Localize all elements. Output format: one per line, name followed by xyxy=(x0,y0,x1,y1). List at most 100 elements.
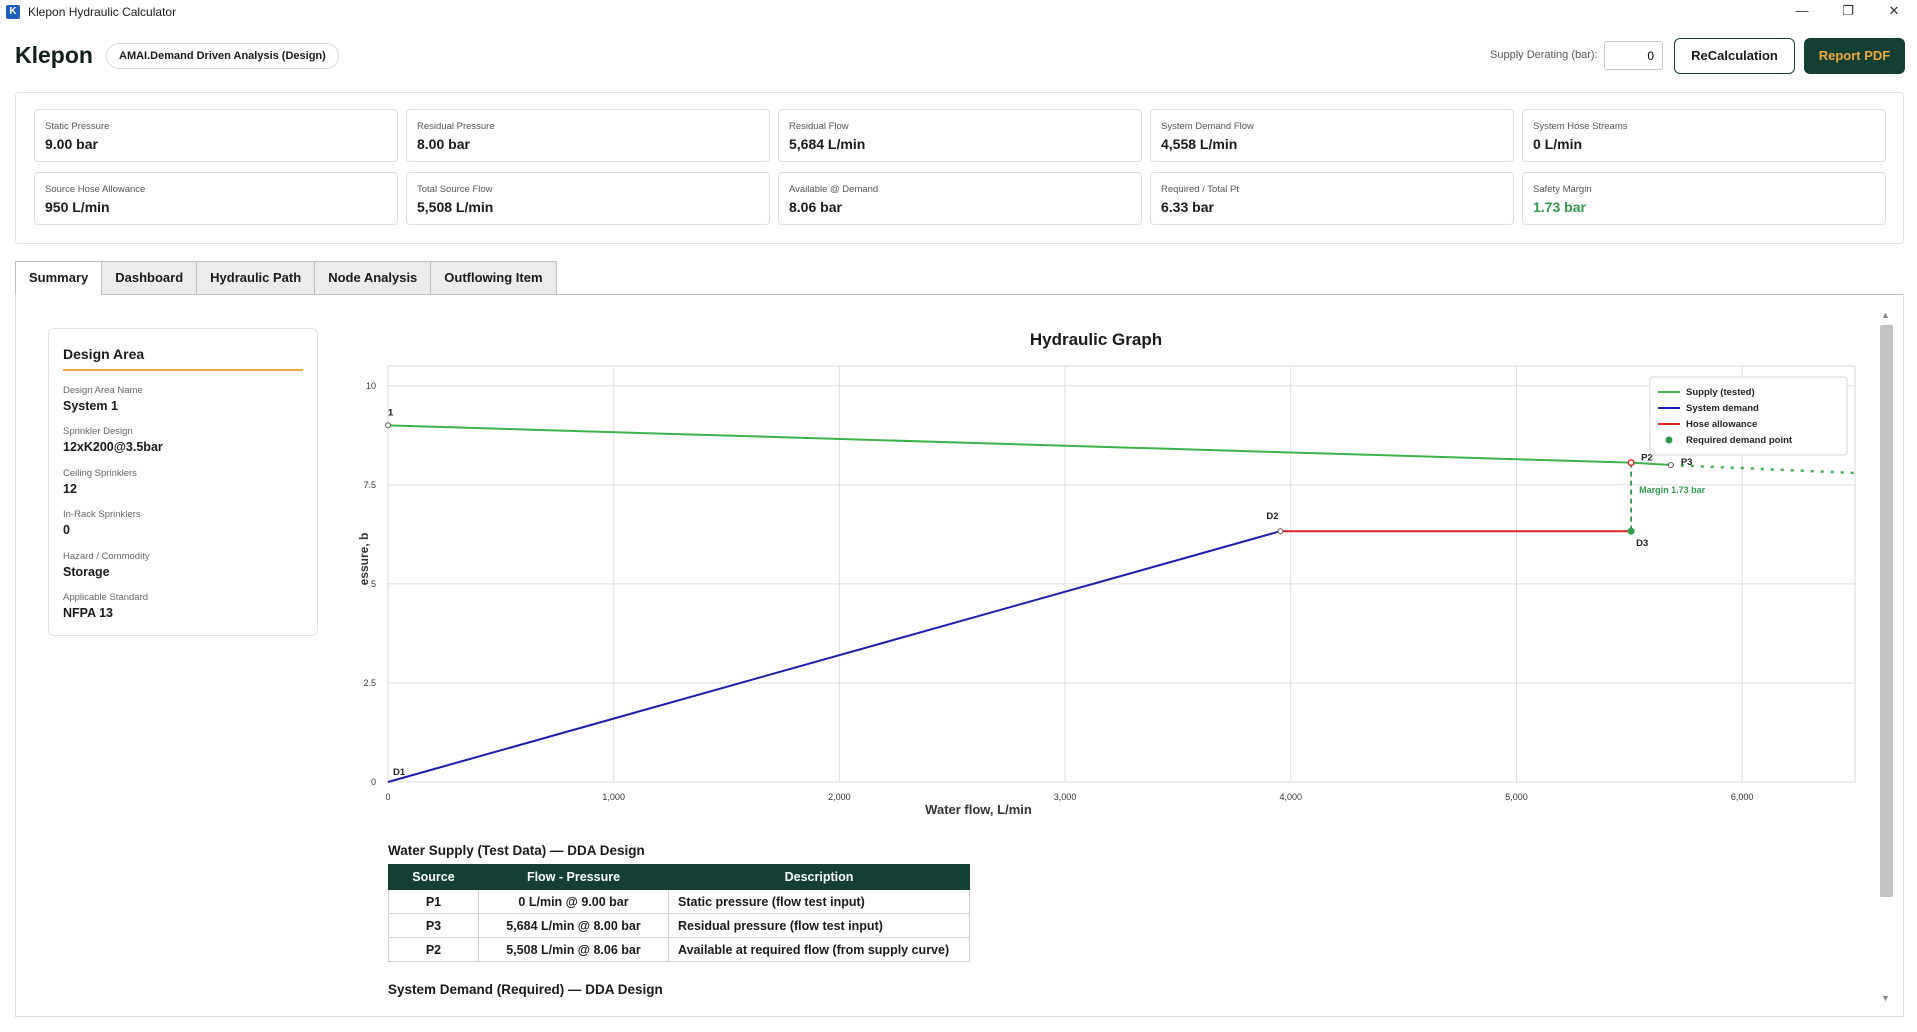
metric-label: Required / Total Pt xyxy=(1161,184,1239,195)
metric-label: Static Pressure xyxy=(45,121,110,132)
tab-node-analysis[interactable]: Node Analysis xyxy=(314,261,432,295)
point-marker xyxy=(1277,528,1284,535)
design-area-field: Sprinkler Design 12xK200@3.5bar xyxy=(63,426,163,454)
point-label: P2 xyxy=(1641,453,1653,464)
table-row: P1 0 L/min @ 9.00 bar Static pressure (f… xyxy=(388,889,970,914)
tab-hydraulic-path[interactable]: Hydraulic Path xyxy=(196,261,316,295)
table-cell: 5,508 L/min @ 8.06 bar xyxy=(478,937,669,962)
table-cell: 5,684 L/min @ 8.00 bar xyxy=(478,913,669,938)
metric-value: 9.00 bar xyxy=(45,136,98,152)
brand-title: Klepon xyxy=(15,42,93,68)
metric-label: Total Source Flow xyxy=(417,184,493,195)
supply-curve-line xyxy=(387,424,1671,467)
app-logo-icon: K xyxy=(6,4,20,19)
metric-value: 1.73 bar xyxy=(1533,199,1586,215)
table-cell: 0 L/min @ 9.00 bar xyxy=(478,889,669,914)
scroll-down-icon[interactable]: ▼ xyxy=(1881,993,1890,1003)
table-cell: Available at required flow (from supply … xyxy=(668,937,970,962)
table-header-row: Source Flow - Pressure Description xyxy=(388,864,970,890)
point-label: D2 xyxy=(1266,511,1278,522)
table-cell: P2 xyxy=(388,937,479,962)
metric-label: Available @ Demand xyxy=(789,184,879,195)
field-label: In-Rack Sprinklers xyxy=(63,509,141,520)
x-axis-label: Water flow, L/min xyxy=(925,802,1032,817)
metric-card: System Demand Flow 4,558 L/min xyxy=(1150,109,1514,162)
field-value: System 1 xyxy=(63,399,118,413)
y-axis-label: essure, b xyxy=(357,533,371,586)
metric-value: 8.00 bar xyxy=(417,136,470,152)
legend-label: Supply (tested) xyxy=(1686,387,1755,398)
table-cell: P3 xyxy=(388,913,479,938)
design-area-title: Design Area xyxy=(63,346,145,362)
column-header: Description xyxy=(668,864,970,890)
metrics-panel xyxy=(15,92,1904,244)
column-header: Source xyxy=(388,864,479,890)
minimize-icon[interactable]: — xyxy=(1795,3,1809,18)
margin-label: Margin 1.73 bar xyxy=(1639,485,1706,495)
water-supply-table: Source Flow - Pressure Description P1 0 … xyxy=(388,864,970,962)
metric-label: Safety Margin xyxy=(1533,184,1592,195)
field-label: Ceiling Sprinklers xyxy=(63,468,137,479)
field-value: 12 xyxy=(63,482,77,496)
metric-value: 5,508 L/min xyxy=(417,199,494,215)
metric-card: Required / Total Pt 6.33 bar xyxy=(1150,172,1514,225)
scroll-up-icon[interactable]: ▲ xyxy=(1881,310,1890,320)
table-row: P2 5,508 L/min @ 8.06 bar Available at r… xyxy=(388,937,970,962)
metric-label: Source Hose Allowance xyxy=(45,184,146,195)
design-area-field: Hazard / Commodity Storage xyxy=(63,551,150,579)
close-icon[interactable]: ✕ xyxy=(1888,3,1900,18)
field-value: NFPA 13 xyxy=(63,606,114,620)
chart-legend xyxy=(1649,376,1848,456)
tab-bar: Summary Dashboard Hydraulic Path Node An… xyxy=(15,261,557,295)
legend-swatch xyxy=(1665,436,1673,444)
restore-icon[interactable]: ❐ xyxy=(1842,3,1854,18)
hydraulic-graph: 0 1,000 2,000 3,000 4,000 5,000 6,000 0 2.5 5 7.5 1… xyxy=(357,365,1856,817)
metric-card: Total Source Flow 5,508 L/min xyxy=(406,172,770,225)
point-label: 1 xyxy=(388,407,394,418)
window-title: Klepon Hydraulic Calculator xyxy=(28,4,177,19)
legend-label: Required demand point xyxy=(1686,435,1793,446)
metric-card: Residual Flow 5,684 L/min xyxy=(778,109,1142,162)
water-supply-caption: Water Supply (Test Data) — DDA Design xyxy=(388,843,645,858)
metric-label: Residual Pressure xyxy=(417,121,495,132)
x-tick-label: 0 xyxy=(385,792,390,802)
metric-value: 6.33 bar xyxy=(1161,199,1214,215)
tab-outflowing-item[interactable]: Outflowing Item xyxy=(430,261,557,295)
point-marker xyxy=(1627,459,1635,467)
table-cell: P1 xyxy=(388,889,479,914)
field-label: Applicable Standard xyxy=(63,592,149,603)
content-scrollbar[interactable]: ▲ ▼ xyxy=(1878,308,1893,1005)
column-header: Flow - Pressure xyxy=(478,864,669,890)
tab-summary[interactable]: Summary xyxy=(15,261,103,295)
metric-card: Available @ Demand 8.06 bar xyxy=(778,172,1142,225)
metric-value: 8.06 bar xyxy=(789,199,842,215)
y-tick-label: 5 xyxy=(371,579,376,589)
metric-label: System Demand Flow xyxy=(1161,121,1254,132)
design-area-field: In-Rack Sprinklers 0 xyxy=(63,509,141,537)
system-demand-caption: System Demand (Required) — DDA Design xyxy=(388,982,663,997)
supply-extension-line xyxy=(1670,463,1856,475)
supply-derating-input[interactable] xyxy=(1604,41,1663,70)
y-tick-label: 10 xyxy=(366,381,376,391)
tab-content-frame xyxy=(15,294,1904,1017)
required-demand-point xyxy=(1627,527,1635,535)
metric-value: 5,684 L/min xyxy=(789,136,866,152)
design-area-field: Applicable Standard NFPA 13 xyxy=(63,592,148,620)
scrollbar-thumb[interactable] xyxy=(1880,325,1893,897)
metric-card: Static Pressure 9.00 bar xyxy=(34,109,398,162)
report-pdf-button[interactable]: Report PDF xyxy=(1804,38,1905,74)
field-label: Design Area Name xyxy=(63,385,143,396)
table-cell: Residual pressure (flow test input) xyxy=(668,913,970,938)
point-label: D3 xyxy=(1636,538,1648,549)
x-tick-label: 1,000 xyxy=(602,792,625,802)
design-area-field: Design Area Name System 1 xyxy=(63,385,143,413)
table-cell: Static pressure (flow test input) xyxy=(668,889,970,914)
field-value: 0 xyxy=(63,523,70,537)
tab-dashboard[interactable]: Dashboard xyxy=(101,261,198,295)
design-area-card: Design Area Design Area Name System 1 Sp… xyxy=(48,328,318,636)
point-marker xyxy=(385,422,391,429)
system-demand-line xyxy=(387,530,1281,783)
table-row: P3 5,684 L/min @ 8.00 bar Residual press… xyxy=(388,913,970,938)
analysis-mode-badge[interactable]: AMAI.Demand Driven Analysis (Design) xyxy=(106,43,339,69)
recalculation-button[interactable]: ReCalculation xyxy=(1674,38,1795,74)
